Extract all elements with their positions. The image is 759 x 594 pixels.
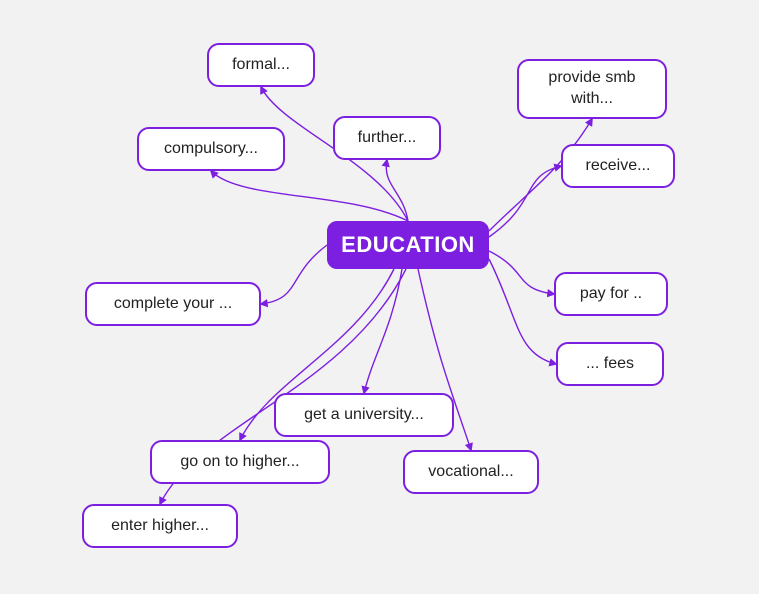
node-enter[interactable]: enter higher... [82, 504, 238, 548]
node-label: go on to higher... [180, 452, 299, 473]
node-label: receive... [586, 156, 651, 177]
node-label: EDUCATION [341, 231, 475, 260]
node-label: enter higher... [111, 516, 209, 537]
node-getuniv[interactable]: get a university... [274, 393, 454, 437]
node-fees[interactable]: ... fees [556, 342, 664, 386]
node-label: complete your ... [114, 294, 232, 315]
node-payfor[interactable]: pay for .. [554, 272, 668, 316]
node-label: provide smb with... [548, 68, 635, 110]
node-compulsory[interactable]: compulsory... [137, 127, 285, 171]
node-receive[interactable]: receive... [561, 144, 675, 188]
edge-center-to-complete [261, 245, 327, 304]
edge-center-to-receive [489, 166, 561, 237]
node-goon[interactable]: go on to higher... [150, 440, 330, 484]
node-label: ... fees [586, 354, 634, 375]
edge-center-to-getuniv [364, 269, 402, 393]
edge-center-to-compulsory [211, 171, 408, 221]
node-label: compulsory... [164, 139, 258, 160]
node-vocational[interactable]: vocational... [403, 450, 539, 494]
node-complete[interactable]: complete your ... [85, 282, 261, 326]
node-label: further... [358, 128, 417, 149]
center-node[interactable]: EDUCATION [327, 221, 489, 269]
node-label: formal... [232, 55, 290, 76]
edge-center-to-fees [489, 259, 556, 364]
node-formal[interactable]: formal... [207, 43, 315, 87]
mindmap-canvas: EDUCATION formal... further... compulsory..… [0, 0, 759, 594]
node-label: pay for .. [580, 284, 642, 305]
node-provide[interactable]: provide smb with... [517, 59, 667, 119]
node-label: get a university... [304, 405, 424, 426]
edge-center-to-payfor [489, 251, 554, 294]
node-label: vocational... [428, 462, 513, 483]
node-further[interactable]: further... [333, 116, 441, 160]
edge-center-to-further [386, 160, 408, 221]
